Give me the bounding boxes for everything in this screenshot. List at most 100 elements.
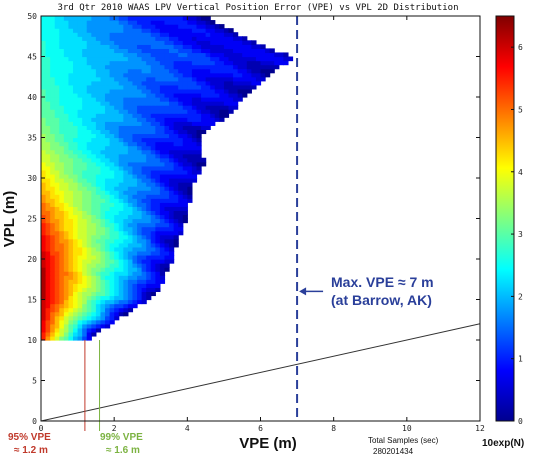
heatmap-cell — [86, 214, 92, 220]
heatmap-cell — [159, 178, 166, 183]
heatmap-cell — [141, 32, 147, 37]
heatmap-cell — [223, 28, 230, 33]
heatmap-cell — [100, 303, 106, 309]
heatmap-cell — [73, 137, 79, 143]
heatmap-cell — [82, 153, 88, 159]
heatmap-cell — [182, 149, 188, 155]
heatmap-cell — [159, 101, 166, 106]
heatmap-cell — [86, 117, 92, 122]
heatmap-cell — [169, 40, 175, 45]
heatmap-cell — [63, 291, 70, 297]
heatmap-cell — [155, 161, 161, 167]
heatmap-cell — [173, 133, 179, 139]
heatmap-cell — [159, 263, 166, 268]
heatmap-cell — [63, 198, 70, 203]
heatmap-cell — [45, 173, 51, 179]
heatmap-cell — [201, 97, 207, 102]
heatmap-cell — [86, 182, 92, 187]
heatmap-cell — [45, 109, 51, 114]
heatmap-cell — [114, 76, 120, 82]
heatmap-cell — [95, 234, 102, 240]
heatmap-cell — [164, 226, 170, 232]
heatmap-cell — [91, 190, 97, 195]
heatmap-cell — [150, 40, 156, 45]
heatmap-cell — [45, 52, 51, 58]
heatmap-cell — [219, 68, 225, 74]
heatmap-cell — [150, 36, 156, 41]
heatmap-cell — [109, 230, 115, 236]
heatmap-cell — [100, 101, 106, 106]
heatmap-cell — [159, 161, 166, 167]
heatmap-cell — [141, 259, 147, 264]
heatmap-cell — [95, 72, 102, 78]
heatmap-cell — [95, 28, 102, 33]
heatmap-cell — [54, 254, 60, 260]
heatmap-cell — [109, 210, 115, 216]
heatmap-cell — [155, 275, 161, 280]
heatmap-cell — [54, 311, 60, 317]
heatmap-cell — [169, 169, 175, 175]
heatmap-cell — [63, 125, 70, 130]
heatmap-cell — [169, 222, 175, 228]
heatmap-cell — [114, 295, 120, 301]
heatmap-cell — [137, 32, 143, 37]
heatmap-cell — [114, 40, 120, 45]
heatmap-cell — [105, 178, 111, 183]
heatmap-cell — [114, 169, 120, 175]
heatmap-cell — [109, 28, 115, 33]
heatmap-cell — [77, 202, 83, 207]
heatmap-cell — [127, 198, 134, 203]
heatmap-cell — [159, 36, 166, 41]
heatmap-cell — [50, 121, 56, 126]
heatmap-cell — [109, 307, 115, 313]
heatmap-cell — [233, 101, 239, 106]
heatmap-cell — [278, 60, 284, 66]
heatmap-cell — [237, 64, 243, 70]
heatmap-cell — [50, 246, 56, 252]
heatmap-cell — [82, 226, 88, 232]
heatmap-cell — [260, 60, 266, 66]
heatmap-cell — [127, 238, 134, 244]
heatmap-cell — [86, 76, 92, 82]
heatmap-cell — [86, 263, 92, 268]
heatmap-cell — [132, 44, 138, 49]
heatmap-cell — [109, 173, 115, 179]
heatmap-cell — [214, 80, 220, 86]
heatmap-cell — [118, 169, 124, 175]
heatmap-cell — [132, 72, 138, 78]
heatmap-cell — [169, 182, 175, 187]
heatmap-cell — [41, 307, 47, 313]
heatmap-cell — [109, 267, 115, 272]
heatmap-cell — [146, 186, 152, 191]
x-tick-label: 6 — [258, 424, 263, 433]
heatmap-cell — [73, 218, 79, 224]
heatmap-cell — [127, 246, 134, 252]
heatmap-cell — [150, 117, 156, 122]
heatmap-cell — [82, 331, 88, 337]
heatmap-cell — [237, 97, 243, 102]
heatmap-cell — [54, 178, 60, 183]
heatmap-cell — [54, 133, 60, 139]
heatmap-cell — [114, 287, 120, 292]
heatmap-cell — [82, 92, 88, 98]
heatmap-cell — [205, 84, 211, 90]
heatmap-cell — [59, 72, 65, 78]
heatmap-cell — [63, 218, 70, 224]
heatmap-cell — [54, 214, 60, 220]
heatmap-cell — [123, 275, 129, 280]
heatmap-cell — [54, 335, 60, 341]
heatmap-cell — [82, 20, 88, 25]
heatmap-cell — [109, 303, 115, 309]
heatmap-cell — [164, 169, 170, 175]
heatmap-cell — [169, 218, 175, 224]
heatmap-cell — [91, 165, 97, 171]
heatmap-cell — [127, 271, 134, 276]
heatmap-cell — [41, 129, 47, 135]
heatmap-cell — [95, 263, 102, 268]
heatmap-cell — [210, 80, 216, 86]
heatmap-cell — [137, 291, 143, 297]
heatmap-cell — [173, 105, 179, 110]
heatmap-cell — [109, 32, 115, 37]
heatmap-cell — [109, 145, 115, 151]
heatmap-cell — [73, 20, 79, 25]
